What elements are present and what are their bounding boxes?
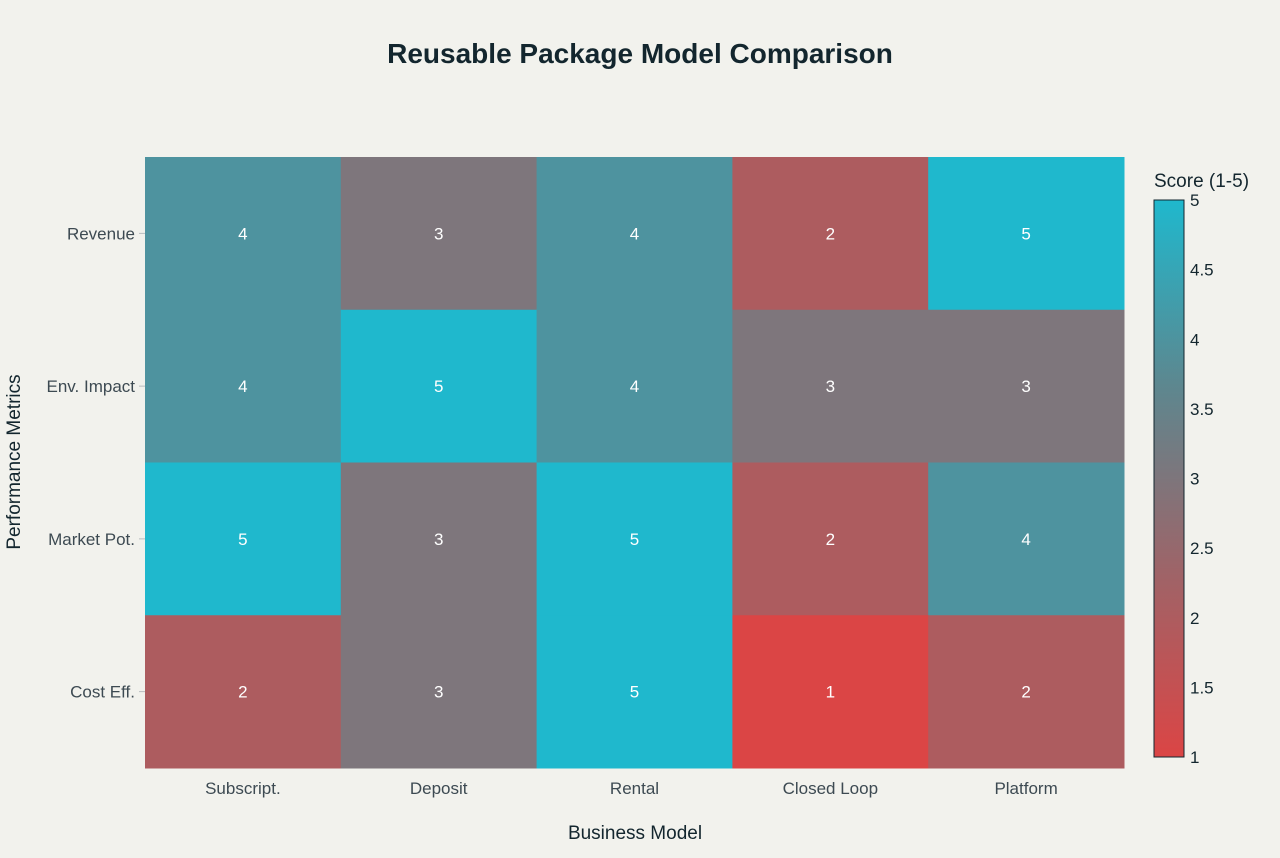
colorbar-tick-label: 4 bbox=[1190, 330, 1199, 349]
chart-title: Reusable Package Model Comparison bbox=[387, 38, 893, 69]
x-tick-labels: Subscript. Deposit Rental Closed Loop Platfo… bbox=[205, 779, 1058, 798]
heatmap-cell bbox=[732, 615, 929, 769]
heatmap-cell bbox=[536, 157, 733, 311]
heatmap-cell bbox=[340, 157, 538, 311]
cell-value-label: 3 bbox=[1021, 377, 1030, 396]
cell-value-label: 4 bbox=[630, 224, 639, 243]
cell-value-label: 4 bbox=[1021, 530, 1030, 549]
x-tick-label: Platform bbox=[994, 779, 1057, 798]
y-tick-label: Env. Impact bbox=[47, 377, 136, 396]
heatmap-cell bbox=[536, 615, 733, 769]
y-tick-label: Cost Eff. bbox=[70, 683, 135, 702]
heatmap-cell bbox=[536, 462, 733, 616]
cell-value-label: 4 bbox=[630, 377, 639, 396]
colorbar-tick-label: 2 bbox=[1190, 609, 1199, 628]
heatmap-cell bbox=[928, 309, 1125, 463]
heatmap-cell bbox=[340, 462, 538, 616]
x-tick-label: Closed Loop bbox=[783, 779, 878, 798]
x-tick-label: Subscript. bbox=[205, 779, 281, 798]
cell-value-label: 5 bbox=[630, 683, 639, 702]
cell-value-label: 4 bbox=[238, 224, 247, 243]
cell-value-label: 2 bbox=[826, 224, 835, 243]
heatmap-cell bbox=[145, 615, 342, 769]
heatmap-cell bbox=[732, 157, 929, 311]
cell-value-label: 2 bbox=[826, 530, 835, 549]
heatmap-cell bbox=[928, 157, 1125, 311]
colorbar-tick-label: 4.5 bbox=[1190, 261, 1214, 280]
cell-value-label: 5 bbox=[1021, 224, 1030, 243]
cell-value-label: 3 bbox=[434, 683, 443, 702]
heatmap-cell bbox=[145, 462, 342, 616]
colorbar-title: Score (1-5) bbox=[1154, 171, 1249, 192]
colorbar: 1 1.5 2 2.5 3 3.5 4 4.5 5 bbox=[1153, 191, 1214, 767]
colorbar-tick-label: 3 bbox=[1190, 470, 1199, 489]
x-axis-label: Business Model bbox=[568, 823, 702, 844]
cell-value-label: 5 bbox=[238, 530, 247, 549]
cell-value-label: 5 bbox=[434, 377, 443, 396]
heatmap-cell bbox=[928, 462, 1125, 616]
heatmap-cells: 4 3 4 2 5 4 5 4 3 3 5 3 5 2 4 2 3 5 1 2 bbox=[145, 157, 1125, 769]
cell-value-label: 4 bbox=[238, 377, 247, 396]
cell-value-label: 2 bbox=[238, 683, 247, 702]
heatmap-cell bbox=[536, 309, 733, 463]
x-tick-label: Deposit bbox=[410, 779, 468, 798]
heatmap-cell bbox=[145, 157, 342, 311]
y-axis-label: Performance Metrics bbox=[4, 374, 25, 549]
colorbar-gradient bbox=[1153, 199, 1185, 758]
colorbar-tick-label: 1 bbox=[1190, 748, 1199, 767]
heatmap-cell bbox=[928, 615, 1125, 769]
y-tick-labels: Revenue Env. Impact Market Pot. Cost Eff. bbox=[47, 224, 145, 702]
colorbar-tick-label: 5 bbox=[1190, 191, 1199, 210]
heatmap-cell bbox=[732, 309, 929, 463]
cell-value-label: 3 bbox=[434, 224, 443, 243]
cell-value-label: 1 bbox=[826, 683, 835, 702]
cell-value-label: 3 bbox=[826, 377, 835, 396]
colorbar-tick-label: 3.5 bbox=[1190, 400, 1214, 419]
heatmap-cell bbox=[340, 309, 538, 463]
y-tick-label: Revenue bbox=[67, 224, 135, 243]
heatmap-cell bbox=[145, 309, 342, 463]
y-tick-label: Market Pot. bbox=[48, 530, 135, 549]
cell-value-label: 2 bbox=[1021, 683, 1030, 702]
x-tick-label: Rental bbox=[610, 779, 659, 798]
cell-value-label: 5 bbox=[630, 530, 639, 549]
cell-value-label: 3 bbox=[434, 530, 443, 549]
heatmap-cell bbox=[340, 615, 538, 769]
colorbar-tick-label: 1.5 bbox=[1190, 678, 1214, 697]
heatmap-cell bbox=[732, 462, 929, 616]
colorbar-tick-label: 2.5 bbox=[1190, 539, 1214, 558]
